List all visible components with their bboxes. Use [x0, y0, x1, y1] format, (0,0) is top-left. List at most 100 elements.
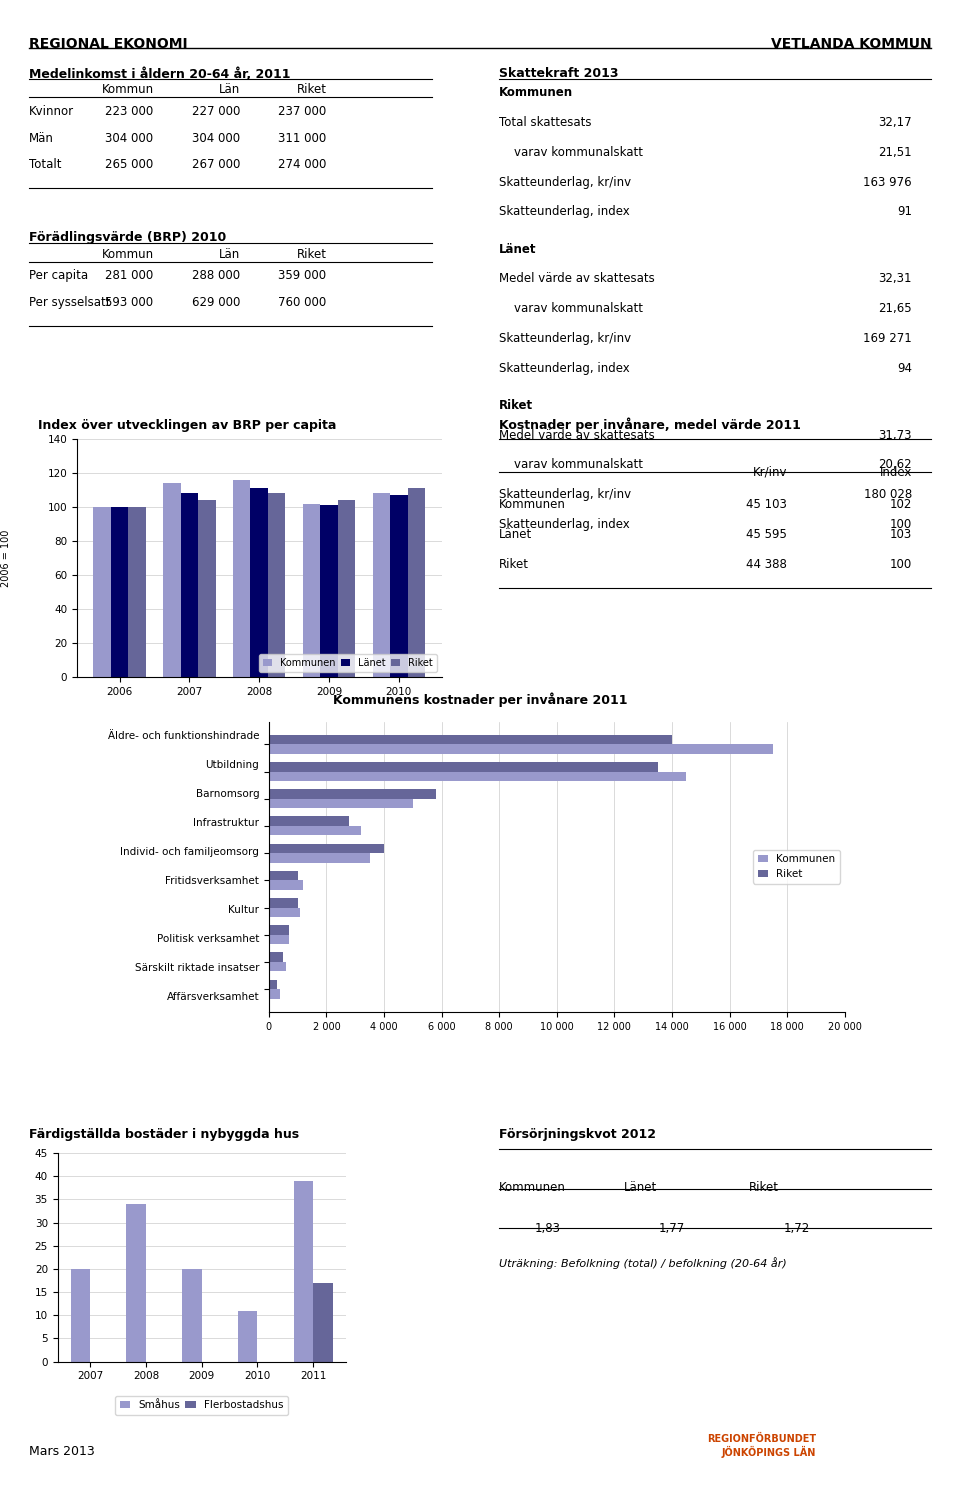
Text: Kommun: Kommun — [102, 247, 154, 260]
Text: 163 976: 163 976 — [863, 176, 912, 189]
Bar — [251, 488, 268, 677]
Bar — [269, 934, 289, 945]
Text: 45 103: 45 103 — [746, 498, 787, 512]
Bar — [372, 494, 390, 677]
Text: 31,73: 31,73 — [878, 429, 912, 442]
Text: 100: 100 — [890, 558, 912, 571]
Bar — [269, 961, 286, 972]
Bar — [268, 494, 285, 677]
Text: 304 000: 304 000 — [106, 131, 154, 144]
Bar — [269, 952, 283, 961]
Text: 227 000: 227 000 — [192, 104, 240, 118]
Text: 237 000: 237 000 — [278, 104, 326, 118]
Text: Särskilt riktade insatser: Särskilt riktade insatser — [134, 963, 259, 973]
Bar — [269, 744, 773, 754]
Bar — [269, 826, 361, 835]
Bar — [321, 506, 338, 677]
Text: Infrastruktur: Infrastruktur — [193, 818, 259, 829]
Text: 32,31: 32,31 — [878, 272, 912, 286]
Bar — [313, 1283, 332, 1362]
Text: Index över utvecklingen av BRP per capita: Index över utvecklingen av BRP per capit… — [38, 418, 337, 432]
Text: 102: 102 — [890, 498, 912, 512]
Text: Länet: Länet — [624, 1181, 658, 1195]
Text: Medel värde av skattesats: Medel värde av skattesats — [499, 272, 655, 286]
Text: 180 028: 180 028 — [864, 488, 912, 501]
Text: Per capita: Per capita — [29, 269, 88, 283]
Text: Mars 2013: Mars 2013 — [29, 1445, 94, 1458]
Text: Kommun: Kommun — [102, 83, 154, 97]
Text: Skatteunderlag, kr/inv: Skatteunderlag, kr/inv — [499, 488, 632, 501]
Bar — [269, 735, 672, 744]
Text: varav kommunalskatt: varav kommunalskatt — [514, 146, 642, 159]
Bar — [269, 881, 303, 890]
Text: 94: 94 — [897, 362, 912, 375]
Text: Riket: Riket — [499, 399, 534, 412]
Text: 1,83: 1,83 — [534, 1222, 561, 1235]
Text: Fritidsverksamhet: Fritidsverksamhet — [165, 876, 259, 887]
Text: Riket: Riket — [749, 1181, 779, 1195]
Text: Medel värde av skattesats: Medel värde av skattesats — [499, 429, 655, 442]
Text: Äldre- och funktionshindrade: Äldre- och funktionshindrade — [108, 731, 259, 741]
Text: Skatteunderlag, kr/inv: Skatteunderlag, kr/inv — [499, 176, 632, 189]
Text: 593 000: 593 000 — [106, 296, 154, 310]
Bar — [408, 488, 425, 677]
Bar — [269, 990, 280, 998]
Bar — [93, 507, 110, 677]
Text: 304 000: 304 000 — [192, 131, 240, 144]
Bar — [233, 479, 251, 677]
Text: 1,72: 1,72 — [783, 1222, 810, 1235]
Legend: Småhus, Flerbostadshus: Småhus, Flerbostadshus — [115, 1396, 288, 1415]
Text: 21,51: 21,51 — [878, 146, 912, 159]
Text: REGIONFÖRBUNDET
JÖNKÖPINGS LÄN: REGIONFÖRBUNDET JÖNKÖPINGS LÄN — [707, 1434, 816, 1458]
Text: Skatteunderlag, index: Skatteunderlag, index — [499, 362, 630, 375]
Bar — [269, 799, 413, 808]
Text: Riket: Riket — [499, 558, 529, 571]
Text: Skatteunderlag, index: Skatteunderlag, index — [499, 205, 630, 219]
Legend: Kommunen, Riket: Kommunen, Riket — [754, 850, 840, 884]
Text: Total skattesats: Total skattesats — [499, 116, 591, 129]
Text: varav kommunalskatt: varav kommunalskatt — [514, 302, 642, 315]
Text: Totalt: Totalt — [29, 158, 61, 171]
Legend: Kommunen, Länet, Riket: Kommunen, Länet, Riket — [259, 655, 437, 673]
Text: Län: Län — [219, 247, 240, 260]
Text: Män: Män — [29, 131, 54, 144]
Bar — [163, 484, 180, 677]
Text: Kultur: Kultur — [228, 905, 259, 915]
Bar — [180, 494, 198, 677]
Text: Kr/inv: Kr/inv — [753, 466, 787, 479]
Text: Kvinnor: Kvinnor — [29, 104, 74, 118]
Text: 91: 91 — [897, 205, 912, 219]
Text: 311 000: 311 000 — [278, 131, 326, 144]
Text: REGIONAL EKONOMI: REGIONAL EKONOMI — [29, 37, 187, 51]
Bar — [269, 870, 298, 881]
Bar — [269, 789, 436, 799]
Text: Länet: Länet — [499, 243, 537, 256]
Text: Län: Län — [219, 83, 240, 97]
Text: 359 000: 359 000 — [278, 269, 326, 283]
Text: Riket: Riket — [297, 247, 326, 260]
Text: Index: Index — [879, 466, 912, 479]
Text: 265 000: 265 000 — [106, 158, 154, 171]
Text: Affärsverksamhet: Affärsverksamhet — [167, 992, 259, 1003]
Bar — [269, 908, 300, 917]
Text: Riket: Riket — [297, 83, 326, 97]
Bar — [269, 762, 658, 772]
Text: 100: 100 — [890, 518, 912, 531]
Bar — [269, 979, 277, 990]
Text: 281 000: 281 000 — [106, 269, 154, 283]
Text: Barnomsorg: Barnomsorg — [196, 789, 259, 799]
Text: Skatteunderlag, index: Skatteunderlag, index — [499, 518, 630, 531]
Bar — [269, 853, 370, 863]
Text: 45 595: 45 595 — [746, 528, 787, 542]
Bar — [127, 1204, 146, 1362]
Bar — [338, 500, 355, 677]
Bar — [238, 1311, 257, 1362]
Text: 629 000: 629 000 — [192, 296, 240, 310]
Text: 44 388: 44 388 — [746, 558, 787, 571]
Text: 1,77: 1,77 — [659, 1222, 685, 1235]
Bar — [269, 817, 349, 826]
Bar — [71, 1269, 90, 1362]
Bar — [302, 503, 321, 677]
Bar — [182, 1269, 202, 1362]
Text: Försörjningskvot 2012: Försörjningskvot 2012 — [499, 1128, 657, 1141]
